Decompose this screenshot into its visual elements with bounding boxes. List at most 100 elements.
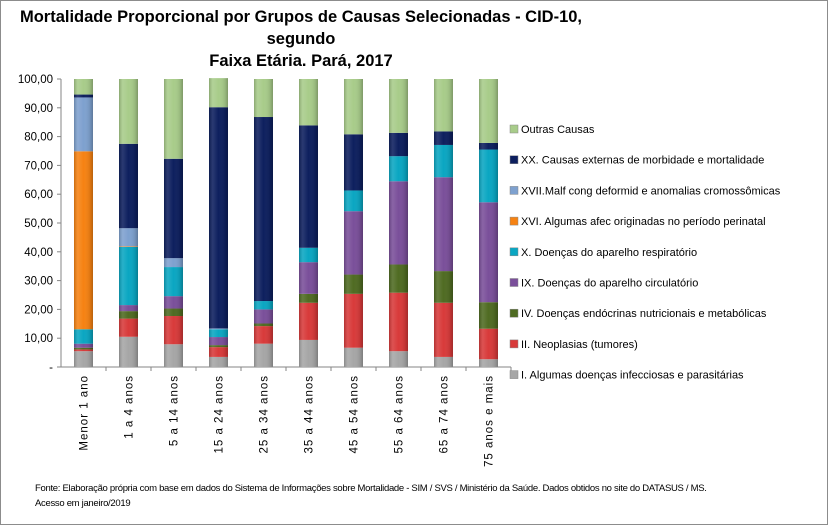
bar-segment-shade — [254, 117, 273, 302]
chart-title-line1: Mortalidade Proporcional por Grupos de C… — [19, 8, 583, 48]
bar-segment-shade — [479, 149, 498, 203]
y-tick-label: 60,00 — [24, 189, 53, 201]
y-tick-label: 90,00 — [24, 103, 53, 115]
legend-label: XVI. Algumas afec originadas no período … — [521, 216, 766, 228]
bar-segment-shade — [74, 97, 93, 152]
bar-segment-shade — [209, 329, 228, 338]
legend-label: Outras Causas — [521, 124, 595, 136]
bar-segment-shade — [299, 262, 318, 294]
bar-segment-shade — [74, 349, 93, 352]
y-tick-label: 100,00 — [18, 74, 53, 86]
bar-segment-shade — [389, 264, 408, 293]
bar-segment-shade — [74, 151, 93, 330]
bar-segment-shade — [299, 125, 318, 248]
legend-label: IV. Doenças endócrinas nutricionais e me… — [521, 308, 767, 320]
legend-label: XX. Causas externas de morbidade e morta… — [521, 155, 764, 167]
bar-segment-shade — [119, 246, 138, 247]
x-tick-label: 55 a 64 anos — [394, 375, 406, 454]
bar-segment-shade — [74, 351, 93, 367]
bar-segment-shade — [164, 316, 183, 345]
bar-segment-shade — [164, 296, 183, 309]
bar-segment-shade — [164, 158, 183, 259]
bar-segment-shade — [254, 323, 273, 327]
bar-segment-shade — [74, 343, 93, 348]
bar-segment-shade — [389, 156, 408, 182]
legend-label: X. Doenças do aparelho respiratório — [521, 247, 697, 259]
bar-segment-shade — [344, 190, 363, 212]
bar-segment-shade — [389, 79, 408, 133]
bar-segment-shade — [254, 301, 273, 310]
x-tick-label: 15 a 24 anos — [214, 375, 226, 454]
y-tick-label: 40,00 — [24, 247, 53, 259]
bar-segment-shade — [74, 347, 93, 350]
bar-segment-shade — [434, 79, 453, 132]
bar-segment-shade — [344, 211, 363, 275]
legend-swatch — [509, 339, 519, 349]
bar-segment-shade — [299, 293, 318, 303]
bar-segment-shade — [119, 305, 138, 312]
bar-segment-shade — [479, 79, 498, 143]
bar-segment-shade — [209, 78, 228, 108]
bar-segment-shade — [434, 144, 453, 178]
legend-swatch — [509, 370, 519, 379]
bar-segment-shade — [254, 343, 273, 367]
bar-segment-shade — [119, 336, 138, 367]
y-tick-label: 50,00 — [24, 218, 53, 230]
x-tick-label: 25 a 34 anos — [259, 375, 271, 454]
y-tick-label: 10,00 — [24, 333, 53, 345]
bar-segment-shade — [389, 132, 408, 157]
bar-segment-shade — [119, 79, 138, 144]
legend-swatch — [509, 247, 519, 257]
legend-swatch — [509, 155, 519, 164]
legend-label: IX. Doenças do aparelho circulatório — [521, 278, 698, 290]
bar-segment-shade — [479, 328, 498, 360]
bar-segment-shade — [74, 79, 93, 95]
bar-segment-shade — [164, 344, 183, 367]
bar-segment-shade — [74, 94, 93, 98]
bar-segment-shade — [479, 142, 498, 150]
bar-segment-shade — [434, 271, 453, 303]
bar-segment-shade — [164, 79, 183, 159]
legend-swatch — [509, 186, 519, 195]
legend-label: XVII.Malf cong deformid e anomalias crom… — [521, 185, 781, 197]
source-note: Fonte: Elaboração própria com base em da… — [35, 481, 815, 511]
x-tick-label: 5 a 14 anos — [169, 375, 181, 446]
x-tick-label: 65 a 74 anos — [439, 375, 451, 454]
bar-segment-shade — [299, 339, 318, 367]
chart-title: Mortalidade Proporcional por Grupos de C… — [1, 6, 601, 72]
y-tick-label: 20,00 — [24, 304, 53, 316]
bar-segment-shade — [209, 337, 228, 346]
bar-segment-shade — [119, 318, 138, 337]
legend-swatch — [509, 278, 519, 287]
bar-segment-shade — [344, 134, 363, 191]
legend-label: I. Algumas doenças infecciosas e parasit… — [521, 370, 744, 382]
bar-segment-shade — [254, 326, 273, 344]
y-tick-label: 30,00 — [24, 276, 53, 288]
bar-segment-shade — [479, 202, 498, 303]
y-tick-label: 80,00 — [24, 132, 53, 144]
bar-segment-shade — [164, 267, 183, 297]
bar-segment-shade — [344, 79, 363, 135]
bar-segment-shade — [164, 308, 183, 317]
y-tick-label: 70,00 — [24, 160, 53, 172]
bar-segment-shade — [209, 356, 228, 367]
bar-segment-shade — [74, 329, 93, 344]
bar-segment-shade — [209, 328, 228, 330]
bar-segment-shade — [209, 345, 228, 348]
bar-segment-shade — [164, 258, 183, 268]
bar-segment-shade — [299, 302, 318, 340]
bar-segment-shade — [434, 356, 453, 367]
bar-segment-shade — [479, 302, 498, 329]
bar-segment-shade — [119, 246, 138, 306]
legend-swatch — [509, 124, 519, 134]
bar-segment-shade — [254, 309, 273, 324]
bar-segment-shade — [344, 347, 363, 367]
legend-swatch — [509, 216, 519, 226]
bar-segment-shade — [434, 177, 453, 272]
bar-segment-shade — [299, 247, 318, 263]
bar-segment-shade — [389, 181, 408, 265]
y-tick-label: - — [49, 362, 53, 374]
bar-segment-shade — [119, 311, 138, 319]
